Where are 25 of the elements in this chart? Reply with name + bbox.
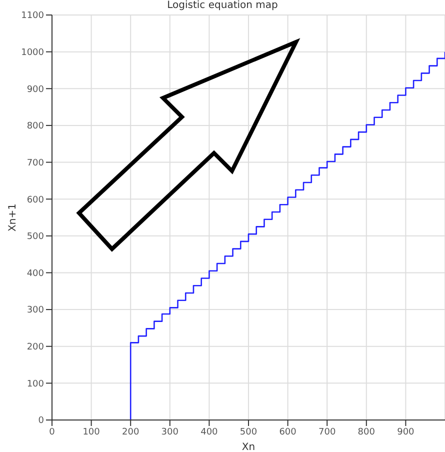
y-tick-label: 300 [26, 306, 44, 316]
y-tick-label: 1000 [21, 48, 44, 58]
x-tick-label: 600 [279, 427, 297, 438]
x-tick-label: 200 [122, 427, 140, 438]
y-tick-label: 200 [26, 342, 44, 353]
x-tick-label: 700 [318, 427, 336, 438]
chart-title: Logistic equation map [166, 0, 279, 11]
x-tick-label: 800 [358, 427, 376, 438]
x-tick-label: 500 [240, 427, 258, 438]
x-axis-title: Xn [242, 442, 256, 452]
x-tick-label: 300 [161, 427, 179, 438]
y-tick-label: 500 [26, 232, 44, 242]
y-tick-label: 0 [38, 416, 44, 426]
x-tick-label: 900 [397, 427, 415, 438]
x-tick-label: 100 [82, 427, 100, 438]
y-axis-title: Xn+1 [8, 204, 19, 232]
y-tick-label: 600 [26, 195, 44, 206]
x-tick-label: 400 [200, 427, 218, 438]
y-tick-label: 1100 [21, 11, 44, 22]
y-tick-label: 400 [26, 268, 44, 279]
y-tick-label: 800 [26, 122, 44, 132]
y-tick-label: 100 [26, 379, 44, 390]
y-tick-label: 900 [26, 84, 44, 95]
y-tick-label: 700 [26, 158, 44, 168]
x-tick-label: 0 [49, 427, 56, 438]
